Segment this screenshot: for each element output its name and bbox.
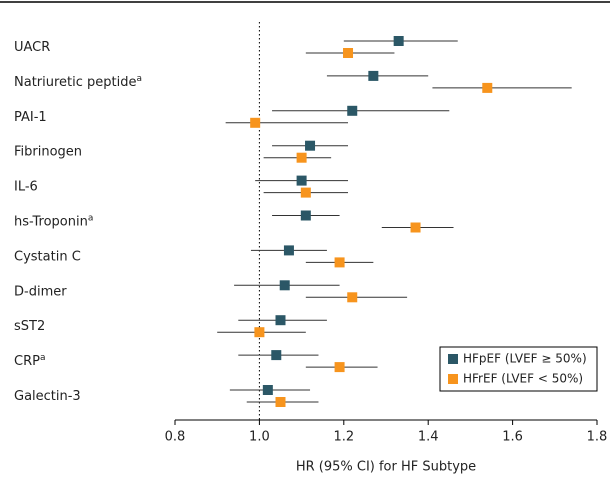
category-label: Cystatin C [14, 249, 81, 264]
point-estimate [296, 152, 307, 163]
x-axis-label: HR (95% CI) for HF Subtype [296, 460, 476, 475]
legend-swatch [448, 374, 458, 384]
point-estimate [334, 257, 345, 268]
legend-label: HFrEF (LVEF < 50%) [463, 372, 583, 386]
x-tick-label: 1.6 [502, 430, 523, 445]
point-estimate [279, 280, 290, 291]
category-label: UACR [14, 40, 50, 55]
category-name: CRP [14, 354, 40, 369]
point-estimate [300, 210, 311, 221]
category-name: Galectin-3 [14, 389, 81, 404]
footnote-mark: a [88, 213, 94, 223]
point-estimate [393, 36, 404, 46]
category-name: D-dimer [14, 284, 67, 299]
category-name: Natriuretic peptide [14, 74, 137, 89]
x-tick-label: 0.8 [165, 430, 186, 445]
legend-box [439, 346, 598, 392]
category-label: CRPa [14, 353, 45, 369]
point-estimate [334, 362, 345, 373]
category-name: IL-6 [14, 179, 38, 194]
legend-swatch [448, 354, 458, 364]
category-name: Cystatin C [14, 249, 81, 264]
point-estimate [347, 105, 358, 116]
category-name: hs-Troponin [14, 214, 88, 229]
category-label: Galectin-3 [14, 389, 81, 404]
footnote-mark: a [40, 353, 46, 363]
point-estimate [271, 350, 282, 361]
category-label: IL-6 [14, 179, 38, 194]
category-label: sST2 [14, 319, 45, 334]
category-name: sST2 [14, 319, 45, 334]
category-name: UACR [14, 40, 50, 55]
point-estimate [347, 292, 358, 303]
category-label: PAI-1 [14, 109, 47, 124]
point-estimate [262, 385, 273, 395]
x-tick-label: 1.4 [418, 430, 439, 445]
x-tick-label: 1.2 [333, 430, 354, 445]
category-label: hs-Troponina [14, 213, 93, 229]
point-estimate [410, 222, 421, 233]
point-estimate [275, 397, 286, 407]
category-name: PAI-1 [14, 109, 47, 124]
category-label: D-dimer [14, 284, 67, 299]
legend-label: HFpEF (LVEF ≥ 50%) [463, 352, 587, 366]
point-estimate [300, 187, 311, 198]
category-label: Natriuretic peptidea [14, 73, 142, 89]
point-estimate [305, 140, 316, 151]
point-estimate [343, 48, 354, 58]
point-estimate [254, 327, 265, 338]
point-estimate [250, 117, 261, 128]
footnote-mark: a [137, 73, 143, 83]
category-label: Fibrinogen [14, 144, 82, 159]
point-estimate [482, 82, 493, 93]
category-name: Fibrinogen [14, 144, 82, 159]
point-estimate [368, 70, 379, 81]
x-tick-label: 1.8 [587, 430, 608, 445]
x-tick-label: 1.0 [249, 430, 270, 445]
point-estimate [275, 315, 286, 326]
point-estimate [283, 245, 294, 256]
point-estimate [296, 175, 307, 186]
